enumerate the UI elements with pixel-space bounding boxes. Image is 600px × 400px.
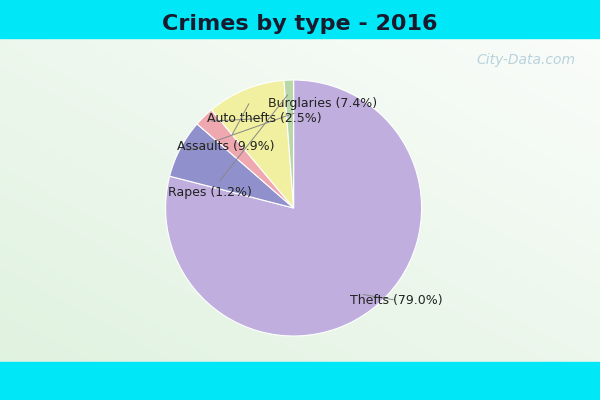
Text: Rapes (1.2%): Rapes (1.2%) [169,95,287,199]
Text: Burglaries (7.4%): Burglaries (7.4%) [188,96,377,150]
Bar [0,362,600,400]
Wedge shape [166,80,422,336]
Wedge shape [211,80,293,208]
Bar [0,0,600,38]
Text: Assaults (9.9%): Assaults (9.9%) [177,104,275,153]
Text: Crimes by type - 2016: Crimes by type - 2016 [162,14,438,34]
Text: Auto thefts (2.5%): Auto thefts (2.5%) [207,112,322,125]
Text: Thefts (79.0%): Thefts (79.0%) [350,294,442,307]
Wedge shape [197,110,293,208]
Wedge shape [170,124,293,208]
Wedge shape [284,80,293,208]
Text: City-Data.com: City-Data.com [476,53,575,67]
